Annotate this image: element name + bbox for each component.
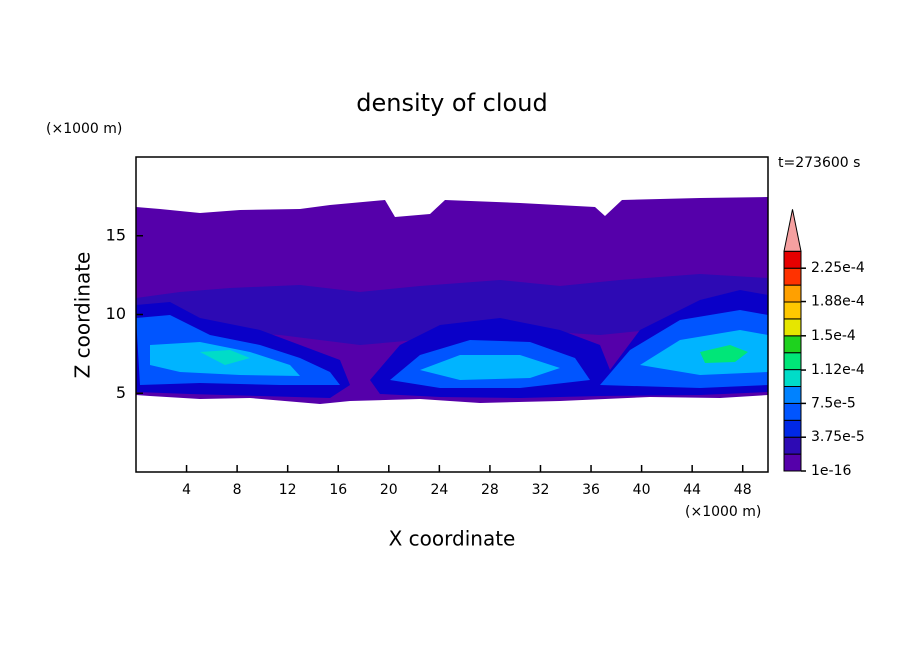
contour-region	[136, 274, 768, 345]
x-tick-label: 36	[582, 482, 600, 498]
y-axis-label: Z coordinate	[71, 252, 95, 379]
contour-region	[200, 350, 250, 365]
colorbar-box	[783, 369, 802, 388]
colorbar-box	[783, 284, 802, 303]
x-tick-label: 24	[430, 482, 448, 498]
colorbar-label: 1.12e-4	[811, 362, 865, 378]
colorbar-box	[783, 250, 802, 269]
time-annotation: t=273600 s	[778, 155, 860, 171]
x-axis-label: X coordinate	[389, 527, 516, 551]
colorbar-box	[783, 318, 802, 337]
colorbar-label: 3.75e-5	[811, 429, 865, 445]
x-unit: (×1000 m)	[685, 504, 761, 520]
colorbar-box	[783, 419, 802, 438]
x-tick-label: 44	[683, 482, 701, 498]
colorbar-label: 1e-16	[811, 463, 851, 479]
colorbar-label: 1.88e-4	[811, 294, 865, 310]
colorbar-box	[783, 335, 802, 354]
y-tick-label: 5	[116, 383, 126, 402]
x-tick-label: 40	[633, 482, 651, 498]
colorbar-over	[783, 209, 802, 252]
y-tick-label: 15	[106, 225, 126, 244]
colorbar-label: 1.5e-4	[811, 328, 856, 344]
x-tick-label: 4	[182, 482, 191, 498]
x-tick-label: 12	[279, 482, 297, 498]
x-tick-label: 32	[532, 482, 550, 498]
colorbar-label: 2.25e-4	[811, 260, 865, 276]
contour-field	[136, 197, 768, 404]
x-tick-label: 16	[329, 482, 347, 498]
chart-title: density of cloud	[356, 89, 547, 117]
x-tick-label: 48	[734, 482, 752, 498]
x-tick-label: 20	[380, 482, 398, 498]
contour-region	[420, 355, 560, 380]
y-tick-label: 10	[106, 304, 126, 323]
contour-region	[700, 345, 748, 363]
colorbar-box	[783, 386, 802, 404]
x-tick-label: 8	[233, 482, 242, 498]
colorbar-box	[783, 453, 802, 472]
colorbar-box	[783, 352, 802, 371]
colorbar-box	[783, 436, 802, 455]
x-tick-label: 28	[481, 482, 499, 498]
colorbar-box	[783, 301, 802, 320]
colorbar-label: 7.5e-5	[811, 395, 856, 411]
colorbar-box	[783, 267, 802, 286]
y-unit: (×1000 m)	[46, 121, 122, 137]
colorbar-box	[783, 402, 802, 421]
